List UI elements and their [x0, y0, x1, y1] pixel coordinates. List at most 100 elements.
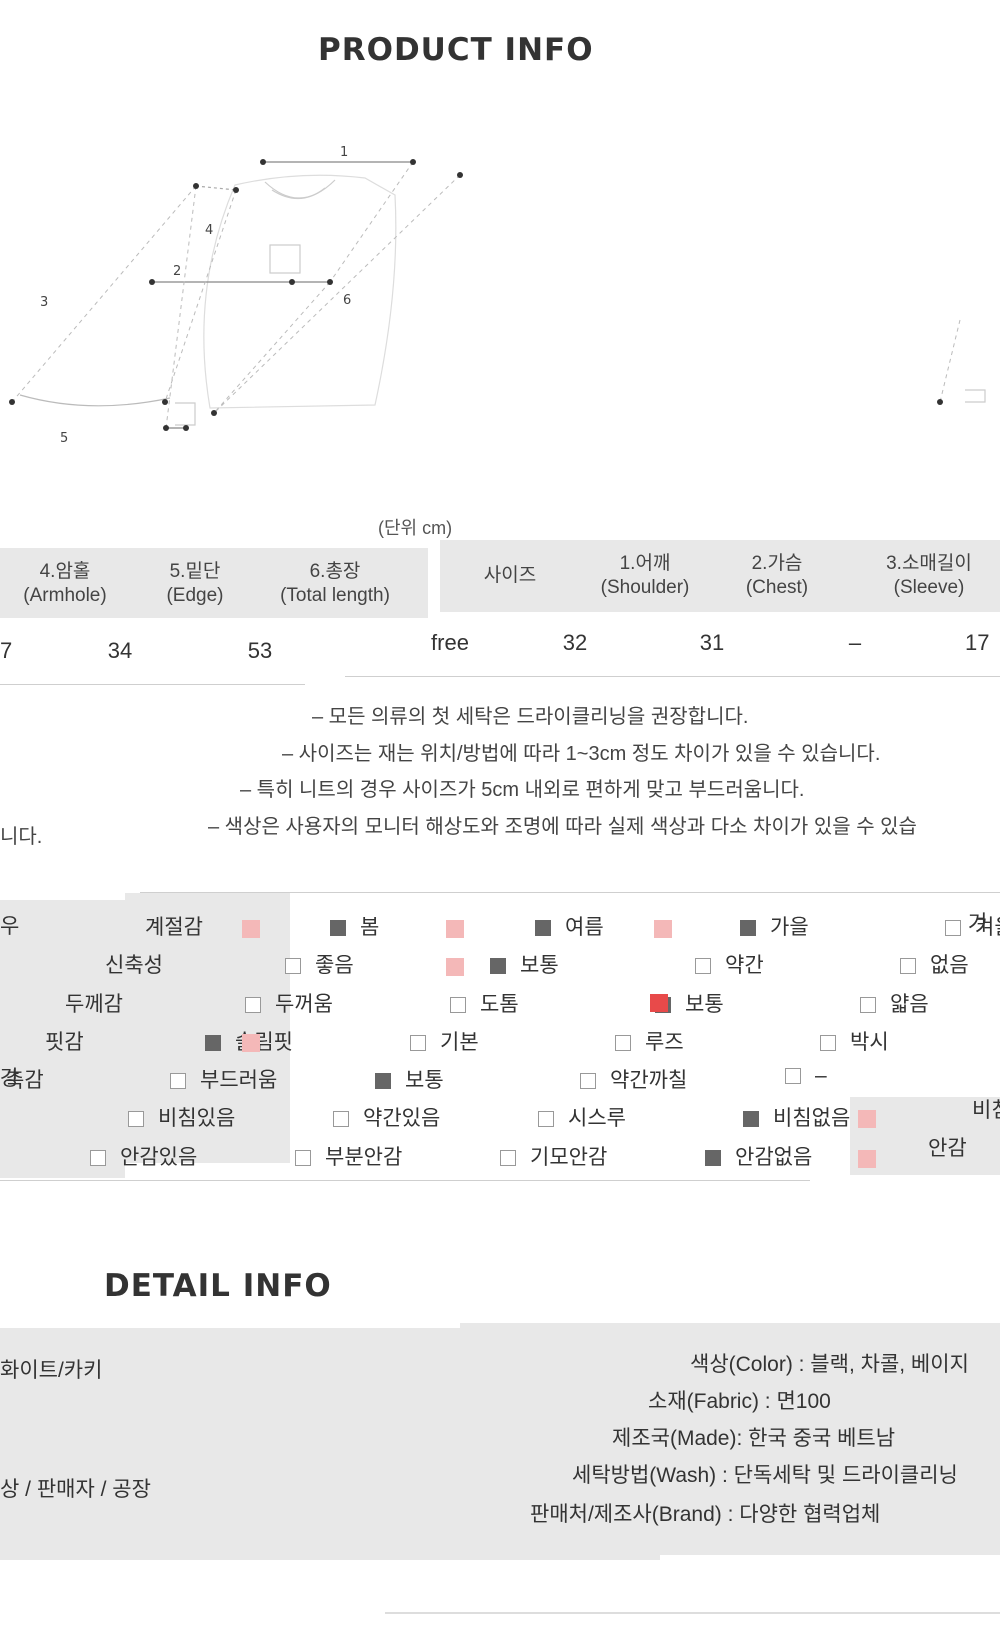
feel-option-label: 비침없음: [773, 1107, 851, 1130]
note-line-4: – 색상은 사용자의 모니터 해상도와 조명에 따라 실제 색상과 다소 차이가…: [208, 816, 917, 838]
checkbox-unchecked[interactable]: [295, 1150, 311, 1167]
feel-option-label: 시스루: [568, 1107, 626, 1130]
feel-option-label: 약간: [725, 954, 764, 977]
feel-option-label: 얇음: [890, 993, 929, 1016]
detail-fabric: 소재(Fabric) : 면100: [648, 1390, 831, 1413]
feel-option-label: 가을: [770, 916, 809, 939]
value-edge: 34: [107, 638, 133, 663]
feel-option[interactable]: 약간까칠: [580, 1064, 687, 1094]
feel-option[interactable]: 보통: [375, 1064, 444, 1094]
feel-option-label: 비침있음: [158, 1107, 236, 1130]
mark-pink: [446, 958, 464, 976]
note-line-5: 니다.: [0, 826, 43, 848]
detail-color: 색상(Color) : 블랙, 차콜, 베이지: [690, 1353, 969, 1376]
feel-option[interactable]: 박시: [820, 1026, 889, 1056]
detail-left-fragment: 화이트/카키: [0, 1359, 103, 1382]
size-table-left-header-band: [0, 548, 428, 618]
value-sleeve: –: [848, 630, 862, 655]
checkbox-checked[interactable]: [205, 1035, 221, 1052]
note-line-3: – 특히 니트의 경우 사이즈가 5cm 내외로 편하게 맞고 부드러움니다.: [240, 779, 805, 801]
checkbox-unchecked[interactable]: [615, 1035, 631, 1052]
feel-option[interactable]: 비침없음: [743, 1102, 850, 1132]
feel-option[interactable]: 좋음: [285, 949, 354, 979]
checkbox-checked[interactable]: [740, 920, 756, 937]
feel-option[interactable]: 루즈: [615, 1026, 684, 1056]
feel-option[interactable]: 보통: [490, 949, 559, 979]
feel-option[interactable]: 두꺼움: [245, 988, 333, 1018]
note-line-1: – 모든 의류의 첫 세탁은 드라이클리닝을 권장합니다.: [312, 706, 749, 728]
feel-option[interactable]: 안감있음: [90, 1141, 197, 1171]
feel-option-label: 없음: [930, 954, 969, 977]
feel-table-top-line: [140, 892, 1000, 893]
checkbox-unchecked[interactable]: [450, 997, 466, 1014]
size-table-right-header-band: [440, 540, 1000, 612]
feel-option[interactable]: 약간: [695, 949, 764, 979]
checkbox-unchecked[interactable]: [128, 1111, 144, 1128]
feel-option[interactable]: 겨울: [945, 911, 1000, 941]
header-edge: 5.밑단 (Edge): [166, 561, 224, 606]
feel-option[interactable]: 비침있음: [128, 1102, 235, 1132]
checkbox-unchecked[interactable]: [170, 1073, 186, 1090]
mark-pink: [242, 1034, 260, 1052]
feel-option[interactable]: 기모안감: [500, 1141, 607, 1171]
checkbox-unchecked[interactable]: [945, 920, 961, 937]
checkbox-unchecked[interactable]: [90, 1150, 106, 1167]
checkbox-unchecked[interactable]: [820, 1035, 836, 1052]
checkbox-unchecked[interactable]: [695, 958, 711, 975]
feel-row-label: 신축성: [105, 954, 163, 977]
feel-option[interactable]: 없음: [900, 949, 969, 979]
feel-option[interactable]: 시스루: [538, 1102, 626, 1132]
checkbox-checked[interactable]: [330, 920, 346, 937]
header-armhole: 4.암홀 (Armhole): [23, 561, 107, 606]
checkbox-unchecked[interactable]: [500, 1150, 516, 1167]
checkbox-unchecked[interactable]: [785, 1068, 801, 1085]
value-total-length: 53: [247, 638, 273, 663]
checkbox-unchecked[interactable]: [410, 1035, 426, 1052]
diagram-label-2: 2: [173, 264, 181, 279]
note-line-2: – 사이즈는 재는 위치/방법에 따라 1~3cm 정도 차이가 있을 수 있습…: [282, 743, 881, 765]
feel-option[interactable]: 가을: [740, 911, 809, 941]
mark-pink: [858, 1110, 876, 1128]
detail-right-band: [460, 1323, 1000, 1555]
value-chest: 31: [699, 630, 725, 655]
checkbox-unchecked[interactable]: [285, 958, 301, 975]
diagram-label-6: 6: [343, 293, 351, 308]
detail-info-title: DETAIL INFO: [104, 1268, 332, 1304]
feel-option[interactable]: 안감없음: [705, 1141, 812, 1171]
checkbox-checked[interactable]: [743, 1111, 759, 1128]
checkbox-checked[interactable]: [490, 958, 506, 975]
checkbox-checked[interactable]: [375, 1073, 391, 1090]
feel-option[interactable]: 여름: [535, 911, 604, 941]
mark-pink: [858, 1150, 876, 1168]
feel-option-label: 보통: [520, 954, 559, 977]
mark-pink: [654, 920, 672, 938]
checkbox-checked[interactable]: [705, 1150, 721, 1167]
feel-option[interactable]: 봄: [330, 911, 379, 941]
feel-row-label: 촉감: [5, 1069, 44, 1092]
checkbox-unchecked[interactable]: [333, 1111, 349, 1128]
diagram-label-3: 3: [40, 295, 48, 310]
mark-red: [650, 994, 668, 1012]
checkbox-unchecked[interactable]: [580, 1073, 596, 1090]
feel-option[interactable]: –: [785, 1064, 827, 1088]
checkbox-checked[interactable]: [535, 920, 551, 937]
header-size: 사이즈: [483, 565, 537, 586]
feel-right-fragment: 안감: [928, 1137, 967, 1160]
feel-option[interactable]: 부드러움: [170, 1064, 277, 1094]
feel-option[interactable]: 얇음: [860, 988, 929, 1018]
feel-option[interactable]: 약간있음: [333, 1102, 440, 1132]
feel-option[interactable]: 기본: [410, 1026, 479, 1056]
detail-brand: 판매처/제조사(Brand) : 다양한 협력업체: [530, 1503, 881, 1526]
checkbox-unchecked[interactable]: [860, 997, 876, 1014]
feel-option-label: 겨울: [975, 916, 1000, 939]
checkbox-unchecked[interactable]: [245, 997, 261, 1014]
checkbox-unchecked[interactable]: [538, 1111, 554, 1128]
detail-made: 제조국(Made): 한국 중국 베트남: [612, 1427, 896, 1450]
feel-option[interactable]: 도톰: [450, 988, 519, 1018]
diagram-label-5: 5: [60, 431, 68, 446]
value-armhole: 27: [0, 638, 13, 663]
feel-option[interactable]: 부분안감: [295, 1141, 402, 1171]
feel-right-fragment: 비침: [972, 1099, 1000, 1122]
checkbox-unchecked[interactable]: [900, 958, 916, 975]
feel-option-label: 여름: [565, 916, 604, 939]
